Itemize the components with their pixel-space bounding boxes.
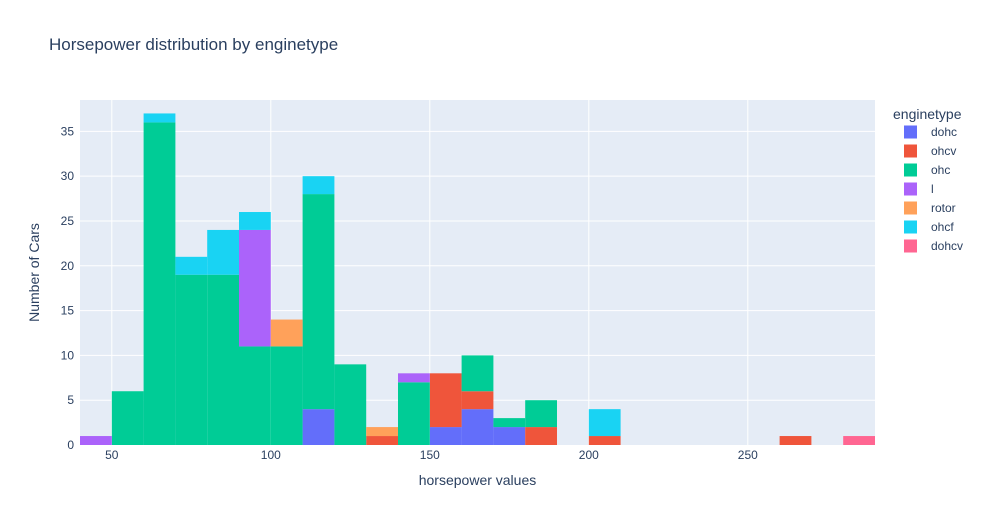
legend-swatch-rotor[interactable]	[904, 201, 917, 215]
legend-swatch-l[interactable]	[904, 182, 917, 196]
bar-ohc[interactable]	[302, 194, 335, 410]
bar-ohcf[interactable]	[175, 256, 208, 275]
x-tick-label: 200	[579, 448, 599, 462]
y-tick-label: 20	[61, 259, 75, 273]
bar-ohc[interactable]	[493, 418, 526, 428]
legend: enginetype dohc ohcv ohc l rotor ohcf dohcv	[893, 106, 963, 253]
legend-swatch-ohc[interactable]	[904, 163, 917, 177]
bar-l[interactable]	[80, 436, 112, 445]
legend-label-ohcf[interactable]: ohcf	[931, 220, 954, 234]
bar-ohc[interactable]	[270, 346, 303, 445]
bar-ohcf[interactable]	[302, 176, 335, 195]
y-tick-label: 5	[67, 393, 74, 407]
legend-label-l[interactable]: l	[931, 182, 934, 196]
bar-rotor[interactable]	[366, 427, 398, 437]
legend-label-ohc[interactable]: ohc	[931, 163, 950, 177]
legend-swatch-dohc[interactable]	[904, 125, 917, 139]
y-tick-label: 35	[61, 124, 75, 138]
bar-l[interactable]	[239, 229, 271, 347]
bar-ohc[interactable]	[207, 274, 239, 445]
x-tick-label: 50	[105, 448, 119, 462]
y-tick-label: 25	[61, 214, 75, 228]
bar-l[interactable]	[398, 373, 430, 383]
bar-ohcv[interactable]	[429, 373, 462, 428]
y-axis-ticks: 0 5 10 15 20 25 30 35	[61, 124, 75, 452]
bar-ohcv[interactable]	[588, 436, 621, 445]
legend-swatch-ohcf[interactable]	[904, 220, 917, 234]
x-axis-ticks: 50 100 150 200 250	[105, 448, 758, 462]
bar-dohc[interactable]	[429, 427, 462, 445]
bar-rotor[interactable]	[270, 319, 303, 347]
x-tick-label: 250	[738, 448, 758, 462]
bar-dohc[interactable]	[302, 409, 335, 445]
bar-ohc[interactable]	[461, 355, 494, 392]
y-axis-title: Number of Cars	[26, 223, 42, 322]
legend-label-dohcv[interactable]: dohcv	[931, 239, 963, 253]
bars-group	[80, 113, 875, 446]
legend-label-ohcv[interactable]: ohcv	[931, 144, 956, 158]
bar-ohcf[interactable]	[143, 113, 176, 123]
bar-ohcv[interactable]	[525, 427, 557, 445]
legend-label-rotor[interactable]: rotor	[931, 201, 956, 215]
bar-ohcf[interactable]	[239, 212, 271, 230]
bar-ohc[interactable]	[525, 400, 557, 428]
y-tick-label: 15	[61, 304, 75, 318]
legend-swatch-ohcv[interactable]	[904, 144, 917, 158]
bar-ohc[interactable]	[175, 274, 208, 445]
x-axis-title: horsepower values	[419, 472, 537, 488]
bar-ohcf[interactable]	[588, 409, 621, 437]
y-tick-label: 0	[67, 438, 74, 452]
x-tick-label: 100	[261, 448, 281, 462]
y-tick-label: 10	[61, 348, 75, 362]
bar-ohc[interactable]	[111, 391, 144, 445]
bar-ohcv[interactable]	[366, 436, 398, 445]
bar-ohcv[interactable]	[779, 436, 812, 445]
bar-dohcv[interactable]	[843, 436, 875, 445]
bar-dohc[interactable]	[493, 427, 526, 445]
y-tick-label: 30	[61, 169, 75, 183]
legend-swatch-dohcv[interactable]	[904, 239, 917, 253]
bar-ohc[interactable]	[239, 346, 271, 445]
legend-title: enginetype	[893, 106, 962, 122]
legend-label-dohc[interactable]: dohc	[931, 125, 957, 139]
bar-ohc[interactable]	[143, 122, 176, 446]
bar-ohcf[interactable]	[207, 229, 239, 275]
chart-title: Horsepower distribution by enginetype	[49, 35, 338, 54]
bar-ohc[interactable]	[398, 382, 430, 445]
bar-dohc[interactable]	[461, 409, 494, 445]
x-tick-label: 150	[420, 448, 440, 462]
bar-ohcv[interactable]	[461, 391, 494, 410]
bar-ohc[interactable]	[334, 364, 367, 445]
